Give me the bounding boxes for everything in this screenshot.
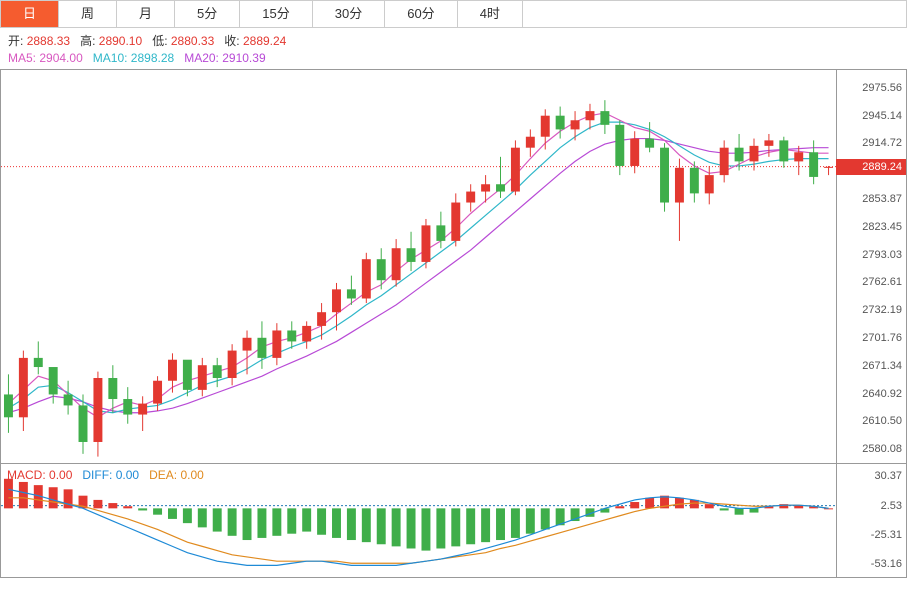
low-value: 2880.33 (171, 34, 214, 48)
macd-value: 0.00 (49, 468, 72, 482)
close-value: 2889.24 (243, 34, 286, 48)
tab-30分[interactable]: 30分 (313, 1, 385, 27)
close-label: 收: (224, 34, 239, 48)
dea-value: 0.00 (180, 468, 203, 482)
high-value: 2890.10 (99, 34, 142, 48)
macd-header: MACD: 0.00 DIFF: 0.00 DEA: 0.00 (7, 468, 204, 482)
diff-value: 0.00 (116, 468, 139, 482)
tab-月[interactable]: 月 (117, 1, 175, 27)
ma10-label: MA10: (93, 51, 128, 65)
macd-chart[interactable]: MACD: 0.00 DIFF: 0.00 DEA: 0.00 30.372.5… (0, 464, 907, 578)
ma-bar: MA5: 2904.00 MA10: 2898.28 MA20: 2910.39 (0, 51, 907, 69)
ma20-label: MA20: (184, 51, 219, 65)
tab-日[interactable]: 日 (1, 1, 59, 27)
open-value: 2888.33 (27, 34, 70, 48)
ma5-label: MA5: (8, 51, 36, 65)
high-label: 高: (80, 34, 95, 48)
tab-周[interactable]: 周 (59, 1, 117, 27)
diff-label: DIFF: (82, 468, 112, 482)
timeframe-tabs: 日周月5分15分30分60分4时 (0, 0, 907, 28)
price-chart[interactable]: 2975.562945.142914.722853.872823.452793.… (0, 69, 907, 464)
low-label: 低: (152, 34, 167, 48)
open-label: 开: (8, 34, 23, 48)
macd-axis: 30.372.53-25.31-53.16 (836, 464, 906, 577)
tab-5分[interactable]: 5分 (175, 1, 240, 27)
dea-label: DEA: (149, 468, 177, 482)
current-price-badge: 2889.24 (836, 159, 906, 175)
ohlc-bar: 开: 2888.33 高: 2890.10 低: 2880.33 收: 2889… (0, 28, 907, 51)
ma10-value: 2898.28 (131, 51, 174, 65)
ma5-value: 2904.00 (39, 51, 82, 65)
tab-60分[interactable]: 60分 (385, 1, 457, 27)
price-axis: 2975.562945.142914.722853.872823.452793.… (836, 70, 906, 463)
ma20-value: 2910.39 (222, 51, 265, 65)
tab-4时[interactable]: 4时 (458, 1, 523, 27)
macd-label: MACD: (7, 468, 46, 482)
tab-15分[interactable]: 15分 (240, 1, 312, 27)
